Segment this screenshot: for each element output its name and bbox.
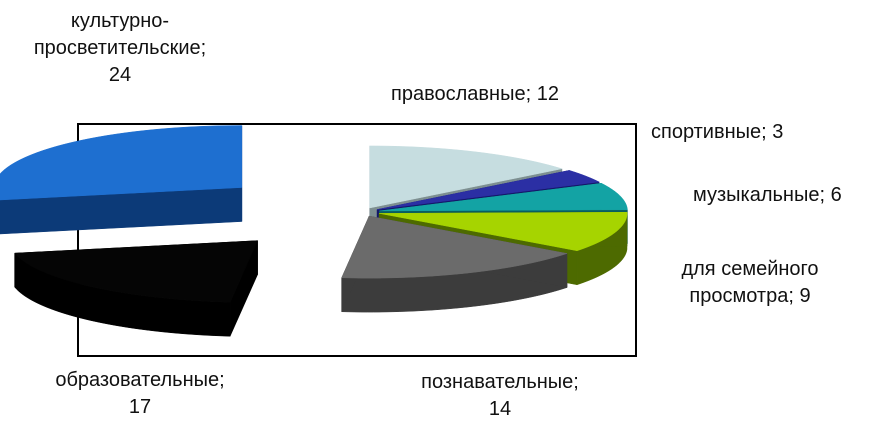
pie-slice <box>0 125 243 201</box>
pie-slice <box>379 211 628 252</box>
pie-slice <box>377 170 601 210</box>
data-label-kulturno: культурно- просветительские; 24 <box>33 10 207 86</box>
data-label-semeinogo: для семейного просмотра; 9 <box>681 258 819 307</box>
data-label-obrazovatelnye: образовательные; 17 <box>55 369 225 418</box>
pie-slice <box>14 240 258 303</box>
data-label-muzykalnye: музыкальные; 6 <box>693 184 842 206</box>
pie-slice <box>379 183 628 212</box>
data-label-sportivnye: спортивные; 3 <box>651 121 784 143</box>
plot-area-frame <box>77 123 637 357</box>
pie-slice <box>341 215 568 279</box>
data-label-poznavatelnye: познавательные; 14 <box>421 371 579 420</box>
pie-slice <box>369 145 563 209</box>
data-label-pravoslavnye: православные; 12 <box>391 83 559 105</box>
